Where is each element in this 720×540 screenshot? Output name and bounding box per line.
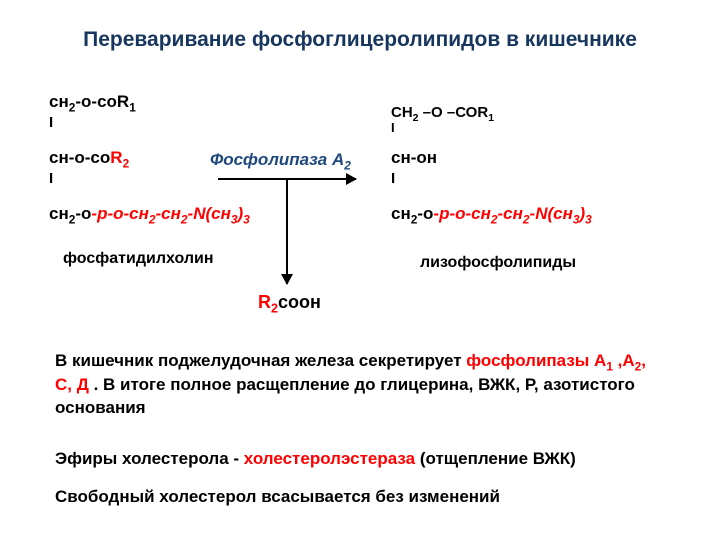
t: R [117, 92, 129, 111]
t: . В итоге полное расщепление до глицерин… [55, 375, 635, 417]
product-bond1: І [391, 120, 395, 135]
reaction-arrow-down [286, 178, 288, 284]
enzyme-label: Фосфолипаза А2 [210, 150, 351, 172]
t: -о-со [75, 92, 117, 111]
product-label: лизофосфолипиды [420, 254, 576, 272]
substrate-line3: сн2-о-р-о-сн2-сн2-N(сн3)3 [49, 204, 250, 226]
substrate-line2: сн-о-соR2 [49, 148, 129, 170]
t: сн [49, 204, 69, 223]
t: фосфолипазы А [466, 351, 606, 370]
t: ,А [613, 351, 635, 370]
t: -р-о-сн [91, 204, 148, 223]
t: соон [278, 292, 321, 312]
t: 2 [523, 212, 530, 226]
t: 2 [491, 212, 498, 226]
substrate-bond2: І [49, 170, 53, 187]
product-line2: сн-он [391, 148, 437, 168]
t: сн-он [391, 148, 437, 167]
t: -сн [156, 204, 181, 223]
t: В кишечник поджелудочная железа секретир… [55, 351, 466, 370]
t: Фосфолипаза А [210, 150, 344, 169]
t: І [49, 170, 53, 187]
substrate-bond1: І [49, 114, 53, 131]
t: -о [75, 204, 91, 223]
t: сн [49, 92, 69, 111]
t: -N(сн [188, 204, 231, 223]
title-text: Переваривание фосфоглицеролипидов в кише… [83, 28, 637, 51]
substrate-line1: сн2-о-соR1 [49, 92, 136, 114]
t: -о [417, 204, 433, 223]
t: сн [391, 204, 411, 223]
t: R [258, 292, 271, 312]
product-line1: СН2 –О –СОR1 [391, 104, 494, 124]
t: сн-о-со [49, 148, 110, 167]
t: 3 [585, 212, 592, 226]
substrate-label: фосфатидилхолин [63, 250, 214, 268]
t: Эфиры холестерола - [55, 449, 244, 468]
paragraph-1: В кишечник поджелудочная железа секретир… [55, 350, 667, 420]
t: 2 [271, 302, 278, 316]
product-bond2: І [391, 170, 395, 187]
t: 1 [488, 112, 494, 124]
t: СН [391, 104, 413, 121]
t: (отщепление ВЖК) [415, 449, 576, 468]
t: -р-о-сн [433, 204, 490, 223]
t: холестеролэстераза [244, 449, 415, 468]
t: Свободный холестерол всасывается без изм… [55, 487, 500, 506]
byproduct: R2соон [258, 292, 321, 316]
t: -N(сн [530, 204, 573, 223]
t: -сн [498, 204, 523, 223]
paragraph-3: Свободный холестерол всасывается без изм… [55, 486, 695, 509]
t: І [391, 170, 395, 187]
t: 2 [149, 212, 156, 226]
page-title: Переваривание фосфоглицеролипидов в кише… [0, 28, 720, 52]
paragraph-2: Эфиры холестерола - холестеролэстераза (… [55, 448, 695, 471]
t: І [49, 114, 53, 131]
t: 2 [123, 156, 130, 170]
t: І [391, 120, 395, 135]
t: R [477, 104, 488, 121]
t: фосфатидилхолин [63, 250, 214, 267]
t: 2 [344, 158, 351, 172]
t: 2 [181, 212, 188, 226]
t: 1 [129, 100, 136, 114]
t: 3 [243, 212, 250, 226]
t: лизофосфолипиды [420, 254, 576, 271]
r-red: R [110, 148, 122, 167]
product-line3: сн2-о-р-о-сн2-сн2-N(сн3)3 [391, 204, 592, 226]
t: –О –СО [419, 104, 478, 121]
t: 1 [606, 359, 613, 373]
